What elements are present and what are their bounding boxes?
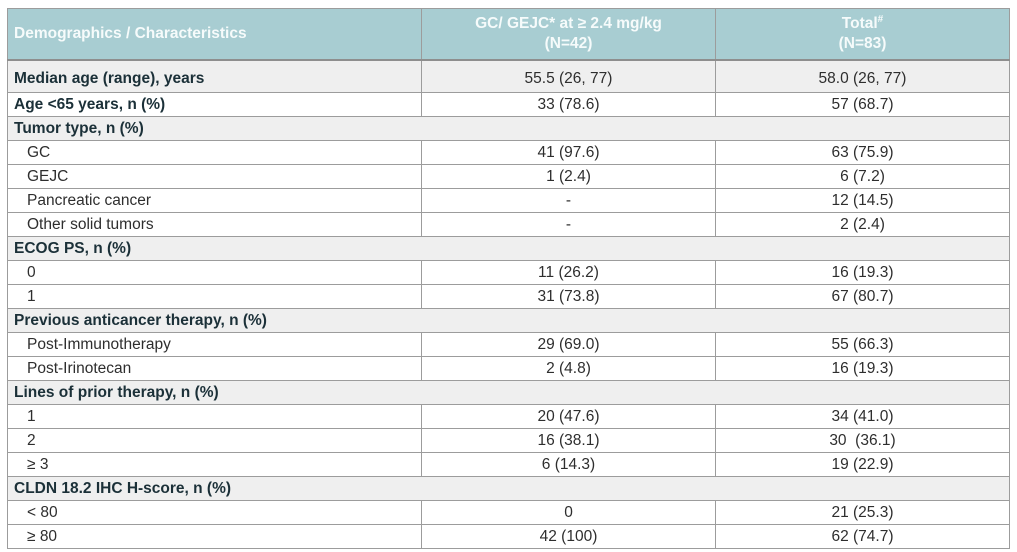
section-header-row: Previous anticancer therapy, n (%) bbox=[7, 308, 1010, 333]
row-value-total: 2 (2.4) bbox=[715, 212, 1010, 237]
table-row: Pancreatic cancer - 12 (14.5) bbox=[7, 188, 1010, 213]
row-label: 1 bbox=[7, 404, 422, 429]
row-value-gc-gejc: 16 (38.1) bbox=[421, 428, 716, 453]
row-value-total: 62 (74.7) bbox=[715, 524, 1010, 549]
row-value-gc-gejc: 42 (100) bbox=[421, 524, 716, 549]
table-row: ≥ 3 6 (14.3) 19 (22.9) bbox=[7, 452, 1010, 477]
col-header-total-text: Total bbox=[841, 14, 878, 32]
table-row: ≥ 80 42 (100) 62 (74.7) bbox=[7, 524, 1010, 549]
row-label: ≥ 80 bbox=[7, 524, 422, 549]
row-label: ≥ 3 bbox=[7, 452, 422, 477]
row-label: Pancreatic cancer bbox=[7, 188, 422, 213]
row-value-gc-gejc: 41 (97.6) bbox=[421, 140, 716, 165]
row-value-total: 21 (25.3) bbox=[715, 500, 1010, 525]
row-value-total: 63 (75.9) bbox=[715, 140, 1010, 165]
row-label: 1 bbox=[7, 284, 422, 309]
row-value-total: 34 (41.0) bbox=[715, 404, 1010, 429]
section-label: Tumor type, n (%) bbox=[7, 116, 1010, 141]
col-header-total-line2: (N=83) bbox=[838, 34, 887, 52]
row-label: GEJC bbox=[7, 164, 422, 189]
section-header-row: ECOG PS, n (%) bbox=[7, 236, 1010, 261]
col-header-total-footnote-mark: # bbox=[877, 13, 884, 25]
table-row: Post-Irinotecan 2 (4.8) 16 (19.3) bbox=[7, 356, 1010, 381]
col-header-total-line1: Total# bbox=[717, 14, 1008, 34]
row-label: Age <65 years, n (%) bbox=[7, 92, 422, 117]
row-label: < 80 bbox=[7, 500, 422, 525]
table-row: 1 20 (47.6) 34 (41.0) bbox=[7, 404, 1010, 429]
section-header-row: CLDN 18.2 IHC H-score, n (%) bbox=[7, 476, 1010, 501]
table-row: < 80 0 21 (25.3) bbox=[7, 500, 1010, 525]
row-value-total: 58.0 (26, 77) bbox=[715, 59, 1010, 93]
row-value-gc-gejc: - bbox=[421, 212, 716, 237]
table-body: Median age (range), years 55.5 (26, 77) … bbox=[7, 59, 1010, 549]
row-label: GC bbox=[7, 140, 422, 165]
table-row: Post-Immunotherapy 29 (69.0) 55 (66.3) bbox=[7, 332, 1010, 357]
row-value-gc-gejc: 6 (14.3) bbox=[421, 452, 716, 477]
row-value-gc-gejc: - bbox=[421, 188, 716, 213]
row-value-total: 30 (36.1) bbox=[715, 428, 1010, 453]
row-label: Median age (range), years bbox=[7, 59, 422, 93]
row-value-total: 16 (19.3) bbox=[715, 260, 1010, 285]
row-value-gc-gejc: 1 (2.4) bbox=[421, 164, 716, 189]
table-row: GEJC 1 (2.4) 6 (7.2) bbox=[7, 164, 1010, 189]
row-value-total: 55 (66.3) bbox=[715, 332, 1010, 357]
row-value-total: 19 (22.9) bbox=[715, 452, 1010, 477]
table-row: 2 16 (38.1) 30 (36.1) bbox=[7, 428, 1010, 453]
col-header-gc-gejc-line1: GC/ GEJC* at ≥ 2.4 mg/kg bbox=[475, 14, 662, 32]
row-label: Post-Irinotecan bbox=[7, 356, 422, 381]
row-label: Other solid tumors bbox=[7, 212, 422, 237]
section-label: Lines of prior therapy, n (%) bbox=[7, 380, 1010, 405]
row-label: Post-Immunotherapy bbox=[7, 332, 422, 357]
table-row: GC 41 (97.6) 63 (75.9) bbox=[7, 140, 1010, 165]
table-header: Demographics / Characteristics GC/ GEJC*… bbox=[7, 8, 1010, 61]
row-label: 0 bbox=[7, 260, 422, 285]
table-row: Other solid tumors - 2 (2.4) bbox=[7, 212, 1010, 237]
section-header-row: Tumor type, n (%) bbox=[7, 116, 1010, 141]
row-value-gc-gejc: 33 (78.6) bbox=[421, 92, 716, 117]
demographics-table: Demographics / Characteristics GC/ GEJC*… bbox=[7, 8, 1010, 549]
row-value-gc-gejc: 11 (26.2) bbox=[421, 260, 716, 285]
row-value-total: 67 (80.7) bbox=[715, 284, 1010, 309]
row-label: 2 bbox=[7, 428, 422, 453]
row-value-gc-gejc: 20 (47.6) bbox=[421, 404, 716, 429]
col-header-total: Total# (N=83) bbox=[715, 8, 1010, 61]
section-label: ECOG PS, n (%) bbox=[7, 236, 1010, 261]
section-label: Previous anticancer therapy, n (%) bbox=[7, 308, 1010, 333]
table-row: Age <65 years, n (%) 33 (78.6) 57 (68.7) bbox=[7, 92, 1010, 117]
row-value-total: 57 (68.7) bbox=[715, 92, 1010, 117]
row-value-total: 12 (14.5) bbox=[715, 188, 1010, 213]
row-value-gc-gejc: 55.5 (26, 77) bbox=[421, 59, 716, 93]
col-header-gc-gejc: GC/ GEJC* at ≥ 2.4 mg/kg (N=42) bbox=[421, 8, 716, 61]
col-header-demographics: Demographics / Characteristics bbox=[7, 8, 422, 61]
row-value-gc-gejc: 29 (69.0) bbox=[421, 332, 716, 357]
table-row: 1 31 (73.8) 67 (80.7) bbox=[7, 284, 1010, 309]
row-value-gc-gejc: 2 (4.8) bbox=[421, 356, 716, 381]
table-row: Median age (range), years 55.5 (26, 77) … bbox=[7, 59, 1010, 93]
row-value-gc-gejc: 31 (73.8) bbox=[421, 284, 716, 309]
col-header-gc-gejc-line2: (N=42) bbox=[544, 34, 593, 52]
row-value-total: 6 (7.2) bbox=[715, 164, 1010, 189]
table-row: 0 11 (26.2) 16 (19.3) bbox=[7, 260, 1010, 285]
section-header-row: Lines of prior therapy, n (%) bbox=[7, 380, 1010, 405]
header-row: Demographics / Characteristics GC/ GEJC*… bbox=[7, 8, 1010, 61]
row-value-gc-gejc: 0 bbox=[421, 500, 716, 525]
section-label: CLDN 18.2 IHC H-score, n (%) bbox=[7, 476, 1010, 501]
row-value-total: 16 (19.3) bbox=[715, 356, 1010, 381]
